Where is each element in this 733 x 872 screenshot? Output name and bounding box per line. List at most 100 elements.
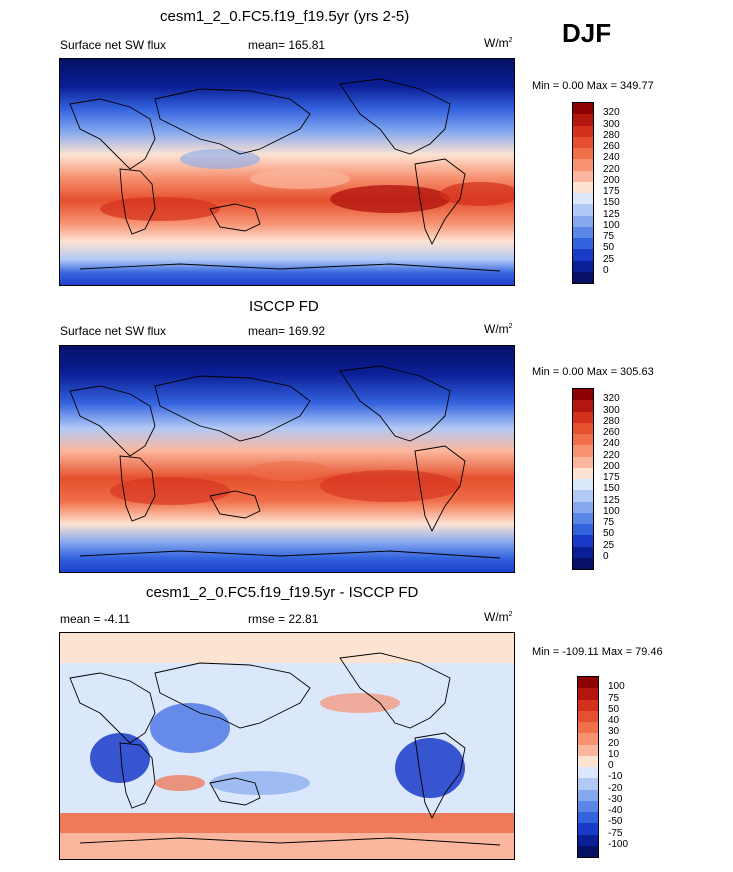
colorbar-tick-label: 125	[603, 494, 620, 506]
colorbar-tick-label: -100	[608, 838, 629, 850]
panel2-minmax: Min = 0.00 Max = 305.63	[532, 366, 654, 378]
panel2-map	[59, 345, 515, 573]
colorbar-tick-label: 220	[603, 449, 620, 461]
colorbar-tick-label: 100	[608, 681, 625, 693]
panel2-units: W/m2	[484, 322, 513, 336]
panel1-title: cesm1_2_0.FC5.f19_f19.5yr (yrs 2-5)	[160, 8, 410, 25]
panel3-map	[59, 632, 515, 860]
colorbar-swatch	[573, 445, 593, 457]
colorbar-swatch	[573, 501, 593, 513]
colorbar-swatch	[573, 512, 593, 524]
panel1-variable-label: Surface net SW flux	[60, 38, 167, 52]
panel2-colorbar	[572, 388, 594, 570]
colorbar-swatch	[578, 823, 598, 835]
panel2-variable-label: Surface net SW flux	[60, 324, 167, 338]
colorbar-swatch	[573, 535, 593, 547]
colorbar-tick-label: 175	[603, 186, 620, 197]
colorbar-swatch	[578, 767, 598, 779]
season-label: DJF	[562, 18, 612, 48]
colorbar-tick-label: 0	[603, 264, 609, 276]
colorbar-tick-label: 75	[603, 517, 615, 528]
colorbar-swatch	[573, 389, 593, 401]
panel2-title: ISCCP FD	[249, 298, 319, 315]
colorbar-swatch	[573, 215, 593, 227]
colorbar-tick-label: -30	[608, 793, 623, 805]
colorbar-tick-label: 125	[603, 208, 620, 220]
colorbar-swatch	[573, 411, 593, 423]
colorbar-swatch	[573, 125, 593, 137]
colorbar-tick-label: 150	[603, 483, 620, 495]
colorbar-swatch	[578, 800, 598, 812]
colorbar-swatch	[573, 226, 593, 238]
panel1-colorbar	[572, 102, 594, 284]
panel3-title: cesm1_2_0.FC5.f19_f19.5yr - ISCCP FD	[146, 584, 419, 601]
colorbar-tick-label: 300	[603, 404, 620, 416]
colorbar-swatch	[578, 789, 598, 801]
colorbar-tick-label: -40	[608, 805, 623, 816]
panel3-rmse-label: rmse = 22.81	[248, 612, 319, 626]
colorbar-swatch	[578, 755, 598, 767]
colorbar-swatch	[578, 812, 598, 824]
colorbar-swatch	[578, 733, 598, 745]
colorbar-tick-label: 40	[608, 715, 620, 726]
colorbar-swatch	[573, 136, 593, 148]
colorbar-swatch	[578, 834, 598, 846]
colorbar-swatch	[573, 524, 593, 536]
colorbar-swatch	[578, 710, 598, 722]
panel1-minmax: Min = 0.00 Max = 349.77	[532, 80, 654, 92]
colorbar-tick-label: 320	[603, 393, 620, 405]
colorbar-swatch	[573, 557, 593, 569]
colorbar-tick-label: 50	[603, 528, 615, 540]
colorbar-tick-label: 150	[603, 197, 620, 209]
colorbar-swatch	[573, 434, 593, 446]
colorbar-swatch	[578, 744, 598, 756]
colorbar-swatch	[573, 249, 593, 261]
colorbar-swatch	[578, 778, 598, 790]
colorbar-tick-label: 75	[603, 231, 615, 242]
colorbar-tick-label: 260	[603, 427, 620, 438]
colorbar-swatch	[573, 456, 593, 468]
colorbar-swatch	[573, 271, 593, 283]
colorbar-swatch	[573, 238, 593, 250]
colorbar-tick-label: 200	[603, 460, 620, 472]
colorbar-swatch	[573, 546, 593, 558]
colorbar-tick-label: 10	[608, 748, 620, 760]
colorbar-tick-label: -50	[608, 816, 623, 828]
colorbar-tick-label: -20	[608, 782, 623, 794]
colorbar-swatch	[573, 204, 593, 216]
colorbar-tick-label: 240	[603, 438, 620, 450]
colorbar-tick-label: -10	[608, 771, 623, 783]
panel3-mean-label: mean = -4.11	[60, 612, 131, 626]
colorbar-tick-label: 200	[603, 174, 620, 186]
colorbar-tick-label: 280	[603, 129, 620, 141]
colorbar-tick-label: 300	[603, 118, 620, 130]
colorbar-swatch	[573, 148, 593, 160]
colorbar-swatch	[573, 422, 593, 434]
panel3-minmax: Min = -109.11 Max = 79.46	[532, 646, 663, 658]
colorbar-swatch	[573, 490, 593, 502]
colorbar-tick-label: -75	[608, 827, 623, 839]
colorbar-tick-label: 50	[603, 242, 615, 254]
colorbar-tick-label: 25	[603, 253, 615, 265]
colorbar-tick-label: 280	[603, 415, 620, 427]
panel1-units: W/m2	[484, 36, 513, 50]
colorbar-tick-label: 0	[608, 760, 614, 771]
colorbar-swatch	[578, 699, 598, 711]
colorbar-tick-label: 30	[608, 726, 620, 738]
colorbar-swatch	[573, 181, 593, 193]
colorbar-swatch	[573, 467, 593, 479]
colorbar-swatch	[578, 722, 598, 734]
colorbar-tick-label: 75	[608, 692, 620, 704]
colorbar-tick-label: 100	[603, 505, 620, 517]
colorbar-swatch	[578, 677, 598, 689]
panel3-units: W/m2	[484, 610, 513, 624]
colorbar-tick-label: 20	[608, 737, 620, 749]
colorbar-swatch	[573, 479, 593, 491]
colorbar-tick-label: 25	[603, 539, 615, 551]
colorbar-tick-label: 320	[603, 107, 620, 119]
colorbar-swatch	[573, 159, 593, 171]
colorbar-tick-label: 100	[603, 219, 620, 231]
colorbar-swatch	[573, 400, 593, 412]
panel3-colorbar	[577, 676, 599, 858]
panel1-mean-label: mean= 165.81	[248, 38, 326, 52]
